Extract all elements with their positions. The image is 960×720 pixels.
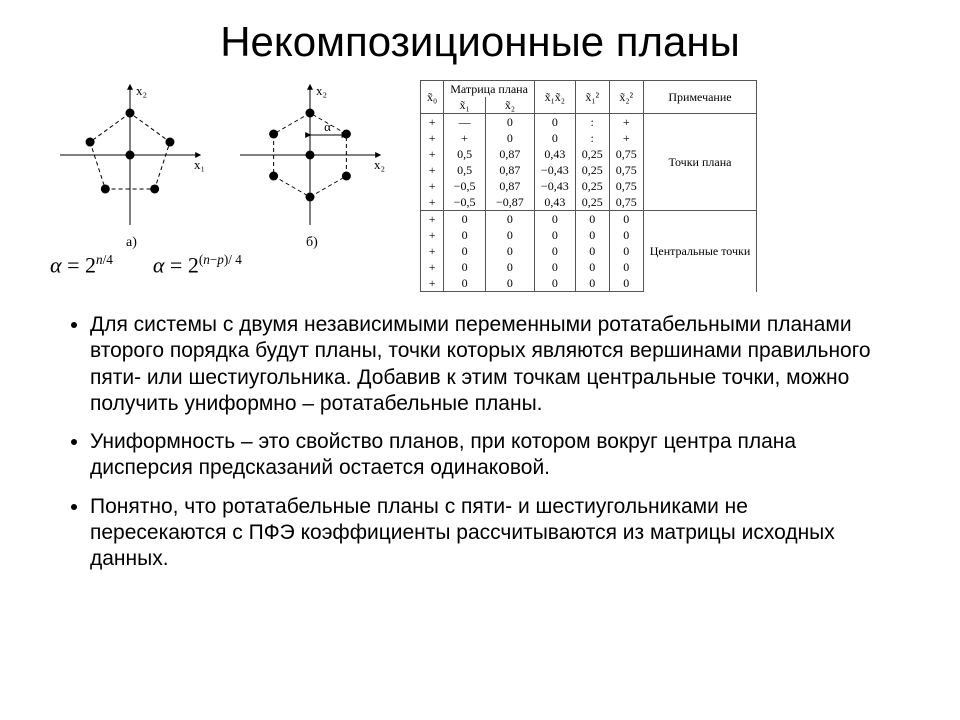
table-wrap: x̃₀ Матрица плана x̃₁x̃₂ x̃₁² x̃₂² Приме… [420, 80, 757, 292]
table-note: Точки плана [643, 114, 757, 211]
table-cell: 0,75 [609, 178, 643, 194]
table-cell: 0 [485, 243, 534, 259]
table-cell: + [421, 194, 444, 211]
table-cell: −0,5 [444, 194, 486, 211]
table-cell: 0,87 [485, 178, 534, 194]
table-cell: −0,87 [485, 194, 534, 211]
bullet-item: Для системы с двумя независимыми перемен… [90, 312, 890, 417]
table-cell: 0,75 [609, 194, 643, 211]
svg-text:x₂: x₂ [316, 83, 327, 98]
table-cell: + [421, 275, 444, 292]
table-note: Центральные точки [643, 211, 757, 292]
hexagon-diagram: x₂ x₂ α б) [220, 80, 400, 250]
table-cell: 0 [575, 211, 609, 228]
bullet-item: Понятно, что ротатабельные планы с пяти-… [90, 494, 890, 573]
col-header: x̃₂² [609, 81, 643, 114]
table-cell: 0,25 [575, 178, 609, 194]
table-cell: + [421, 259, 444, 275]
table-cell: + [421, 114, 444, 131]
diagram-block: x₁ x₂ а) x₂ x₂ α б) α = 2n/4 α = 2(n−p)/ 4 [50, 80, 400, 278]
table-cell: 0 [485, 227, 534, 243]
table-cell: 0 [444, 259, 486, 275]
table-cell: 0 [609, 275, 643, 292]
table-cell: + [421, 178, 444, 194]
table-cell: + [421, 243, 444, 259]
matrix-table: x̃₀ Матрица плана x̃₁x̃₂ x̃₁² x̃₂² Приме… [420, 80, 757, 292]
table-cell: + [421, 162, 444, 178]
table-cell: + [609, 130, 643, 146]
col-header: x̃₁² [575, 81, 609, 114]
table-cell: 0 [575, 275, 609, 292]
top-row: x₁ x₂ а) x₂ x₂ α б) α = 2n/4 α = 2(n−p)/ 4 x̃… [20, 80, 940, 292]
table-cell: + [609, 114, 643, 131]
table-cell: 0 [534, 259, 575, 275]
table-cell: 0 [485, 130, 534, 146]
table-cell: : [575, 114, 609, 131]
table-cell: −0,5 [444, 178, 486, 194]
slide: Некомпозиционные планы x₁ x₂ а) x₂ x₂ α б) α … [0, 0, 960, 720]
table-cell: 0 [575, 227, 609, 243]
table-cell: + [421, 211, 444, 228]
table-cell: 0,43 [534, 194, 575, 211]
table-cell: 0,25 [575, 194, 609, 211]
svg-text:б): б) [306, 235, 318, 250]
table-cell: 0 [534, 211, 575, 228]
col-header: x̃₀ [421, 81, 444, 114]
table-cell: 0,87 [485, 162, 534, 178]
table-cell: — [444, 114, 486, 131]
table-cell: + [421, 130, 444, 146]
polygon-row: x₁ x₂ а) x₂ x₂ α б) [50, 80, 400, 250]
table-cell: 0 [444, 275, 486, 292]
table-cell: 0 [444, 211, 486, 228]
pentagon-diagram: x₁ x₂ а) [50, 80, 210, 250]
table-cell: 0 [444, 243, 486, 259]
col-subheader: x̃₂ [485, 97, 534, 114]
table-cell: 0,5 [444, 146, 486, 162]
formula-a: α = 2n/4 [50, 252, 113, 278]
table-cell: 0 [485, 114, 534, 131]
table-cell: −0,43 [534, 178, 575, 194]
formula-row: α = 2n/4 α = 2(n−p)/ 4 [50, 252, 400, 278]
formula-b: α = 2(n−p)/ 4 [153, 252, 242, 278]
table-cell: 0,75 [609, 146, 643, 162]
table-cell: 0 [609, 227, 643, 243]
bullet-list: Для системы с двумя независимыми перемен… [90, 312, 890, 572]
table-cell: 0,75 [609, 162, 643, 178]
svg-text:x₂: x₂ [136, 83, 147, 98]
table-cell: 0 [485, 211, 534, 228]
table-cell: 0,5 [444, 162, 486, 178]
table-cell: 0 [444, 227, 486, 243]
svg-text:x₁: x₁ [194, 157, 205, 172]
col-header: Матрица плана [444, 81, 535, 98]
table-cell: + [444, 130, 486, 146]
svg-text:x₂: x₂ [374, 157, 385, 172]
table-cell: 0 [534, 130, 575, 146]
table-cell: 0 [485, 259, 534, 275]
table-cell: 0,25 [575, 162, 609, 178]
table-cell: 0 [534, 227, 575, 243]
table-cell: 0 [609, 243, 643, 259]
table-cell: 0,25 [575, 146, 609, 162]
table-cell: 0 [534, 114, 575, 131]
table-cell: 0 [485, 275, 534, 292]
table-cell: 0,43 [534, 146, 575, 162]
table-cell: 0 [534, 275, 575, 292]
table-cell: + [421, 146, 444, 162]
table-cell: : [575, 130, 609, 146]
table-cell: 0 [575, 243, 609, 259]
svg-text:α: α [324, 119, 331, 134]
table-cell: 0,87 [485, 146, 534, 162]
table-cell: 0 [534, 243, 575, 259]
table-cell: 0 [609, 259, 643, 275]
table-cell: + [421, 227, 444, 243]
col-header: Примечание [643, 81, 757, 114]
bullet-item: Униформность – это свойство планов, при … [90, 429, 890, 482]
col-header: x̃₁x̃₂ [534, 81, 575, 114]
table-cell: 0 [609, 211, 643, 228]
table-cell: −0,43 [534, 162, 575, 178]
col-subheader: x̃₁ [444, 97, 486, 114]
slide-title: Некомпозиционные планы [20, 18, 940, 66]
table-cell: 0 [575, 259, 609, 275]
svg-text:а): а) [126, 235, 137, 250]
